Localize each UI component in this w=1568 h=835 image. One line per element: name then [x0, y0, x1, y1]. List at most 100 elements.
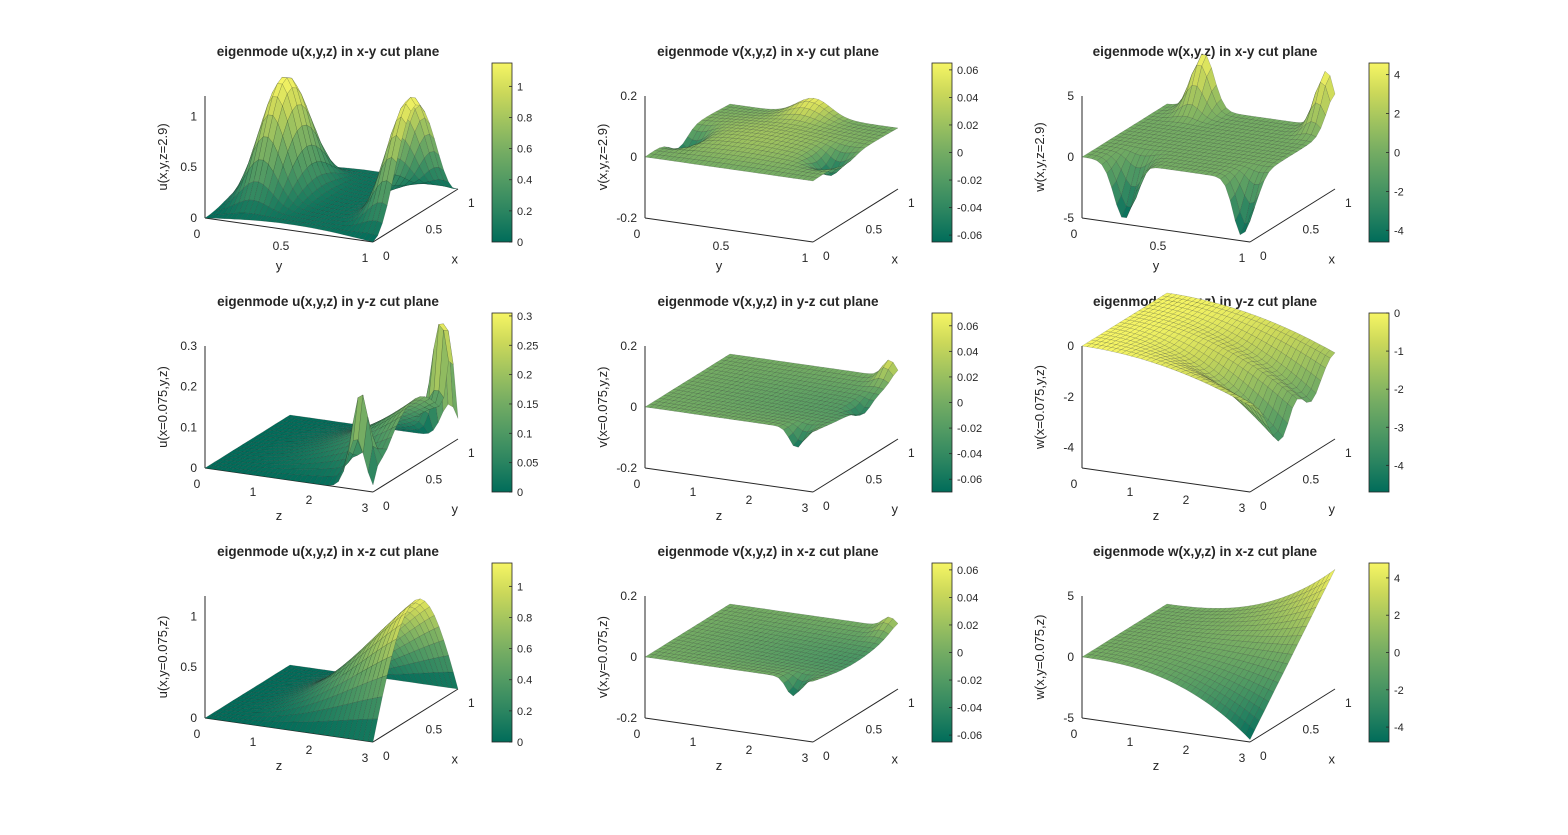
z-tick-label: 0.5 [180, 160, 197, 174]
surface-patch [1277, 156, 1289, 161]
panel-title: eigenmode v(x,y,z) in x-y cut plane [657, 44, 879, 59]
y-axis-label: x [1329, 251, 1336, 266]
colorbar-tick-label: 0 [1394, 148, 1400, 160]
x-tick-label: 0.5 [713, 239, 730, 253]
surface [1081, 292, 1336, 442]
colorbar-tick-label: 2 [1394, 109, 1400, 121]
colorbar-tick-label: 0.2 [517, 706, 532, 718]
colorbar-tick-label: 0 [957, 148, 963, 160]
y-tick-label: 0.5 [1303, 473, 1320, 487]
colorbar-tick-label: 0.04 [957, 92, 978, 104]
surface-patch [1286, 150, 1298, 155]
colorbar-tick-label: 0.06 [957, 65, 978, 77]
z-tick-label: 5 [1067, 89, 1074, 103]
z-tick-label: 1 [190, 609, 197, 623]
surface-patch [1315, 104, 1326, 129]
surface-patch [826, 167, 837, 170]
surface [204, 323, 459, 486]
z-tick-label: -4 [1063, 441, 1074, 455]
panel-title: eigenmode w(x,y,z) in x-y cut plane [1093, 44, 1318, 59]
x-axis-label: y [276, 258, 283, 273]
z-tick-label: -2 [1063, 390, 1074, 404]
surface [1081, 54, 1336, 236]
colorbar-tick-label: 0.3 [517, 311, 532, 323]
y-tick-label: 0.5 [866, 223, 883, 237]
y-tick-label: 1 [468, 696, 475, 710]
colorbar-tick-label: -2 [1394, 186, 1404, 198]
x-tick-label: 1 [250, 735, 257, 749]
depth-axis-line [812, 438, 899, 493]
y-tick-label: 0 [1260, 249, 1267, 263]
surface-patch [1325, 75, 1336, 103]
x-tick-label: 3 [802, 501, 809, 515]
colorbar-tick-label: -0.04 [957, 449, 982, 461]
z-axis-label: w(x,y,z=2.9) [1032, 122, 1047, 192]
x-tick-label: 0 [194, 227, 201, 241]
colorbar-gradient [491, 62, 513, 243]
y-tick-label: 1 [468, 446, 475, 460]
surface-patch [845, 155, 856, 165]
colorbar-tick-label: 0.06 [957, 321, 978, 333]
colorbar-tick-label: -4 [1394, 225, 1404, 237]
colorbar-tick-label: -0.02 [957, 423, 982, 435]
x-tick-label: 2 [1183, 493, 1190, 507]
z-axis-label: u(x=0.075,y,z) [155, 366, 170, 448]
y-tick-label: 0.5 [426, 473, 443, 487]
colorbar-tick-label: -4 [1394, 460, 1404, 472]
y-tick-label: 1 [1345, 446, 1352, 460]
z-tick-label: -0.2 [616, 211, 637, 225]
colorbar-tick-label: 0.2 [517, 206, 532, 218]
surface-patch [1301, 140, 1312, 146]
z-tick-label: -0.2 [616, 461, 637, 475]
colorbar-tick-label: -0.06 [957, 474, 982, 486]
horizontal-axis-line [644, 467, 814, 493]
x-axis-label: z [276, 758, 283, 773]
x-axis-label: z [1153, 508, 1160, 523]
x-axis-label: y [716, 258, 723, 273]
surface [644, 353, 899, 448]
z-tick-label: 0 [190, 711, 197, 725]
surface-patch [807, 176, 819, 182]
colorbar-tick-label: 0.6 [517, 644, 532, 656]
x-axis-label: z [716, 508, 723, 523]
z-tick-label: 0 [630, 400, 637, 414]
colorbar-tick-label: 0.05 [517, 458, 538, 470]
axes [204, 96, 459, 243]
surface-patch [836, 163, 847, 170]
colorbar-tick-label: 0.8 [517, 112, 532, 124]
surface-patch [386, 156, 397, 185]
x-tick-label: 1 [802, 251, 809, 265]
y-tick-label: 1 [908, 196, 915, 210]
z-tick-label: 0 [190, 461, 197, 475]
surface-patch [1268, 162, 1279, 168]
horizontal-axis-line [644, 717, 814, 743]
surface-patch [882, 129, 894, 134]
horizontal-axis-line [644, 217, 814, 243]
z-tick-label: 0.5 [180, 660, 197, 674]
panel-title: eigenmode u(x,y,z) in x-y cut plane [217, 44, 440, 59]
surface-patch [1310, 122, 1322, 138]
y-axis-label: x [892, 251, 899, 266]
colorbar-tick-label: 0.6 [517, 144, 532, 156]
surface-patch [405, 96, 416, 112]
surface-patch [1272, 159, 1284, 164]
x-tick-label: 3 [362, 501, 369, 515]
z-tick-label: 0 [1067, 339, 1074, 353]
x-tick-label: 1 [1127, 485, 1134, 499]
surface-patch [1282, 153, 1294, 158]
y-tick-label: 0.5 [866, 473, 883, 487]
y-axis-label: x [452, 251, 459, 266]
depth-axis-line [1249, 188, 1336, 243]
colorbar-tick-label: 0.1 [517, 428, 532, 440]
panel-3: eigenmode w(x,y,z) in x-y cut plane00.51… [1032, 44, 1404, 273]
z-tick-label: 0.2 [620, 339, 637, 353]
x-tick-label: 0 [634, 227, 641, 241]
panel-2: eigenmode v(x,y,z) in x-y cut plane 0 0.5 1… [595, 44, 982, 273]
colorbar-tick-label: 0.02 [957, 372, 978, 384]
y-axis-label: y [892, 501, 899, 516]
surface-patch [850, 151, 861, 159]
x-tick-label: 1 [1239, 251, 1246, 265]
